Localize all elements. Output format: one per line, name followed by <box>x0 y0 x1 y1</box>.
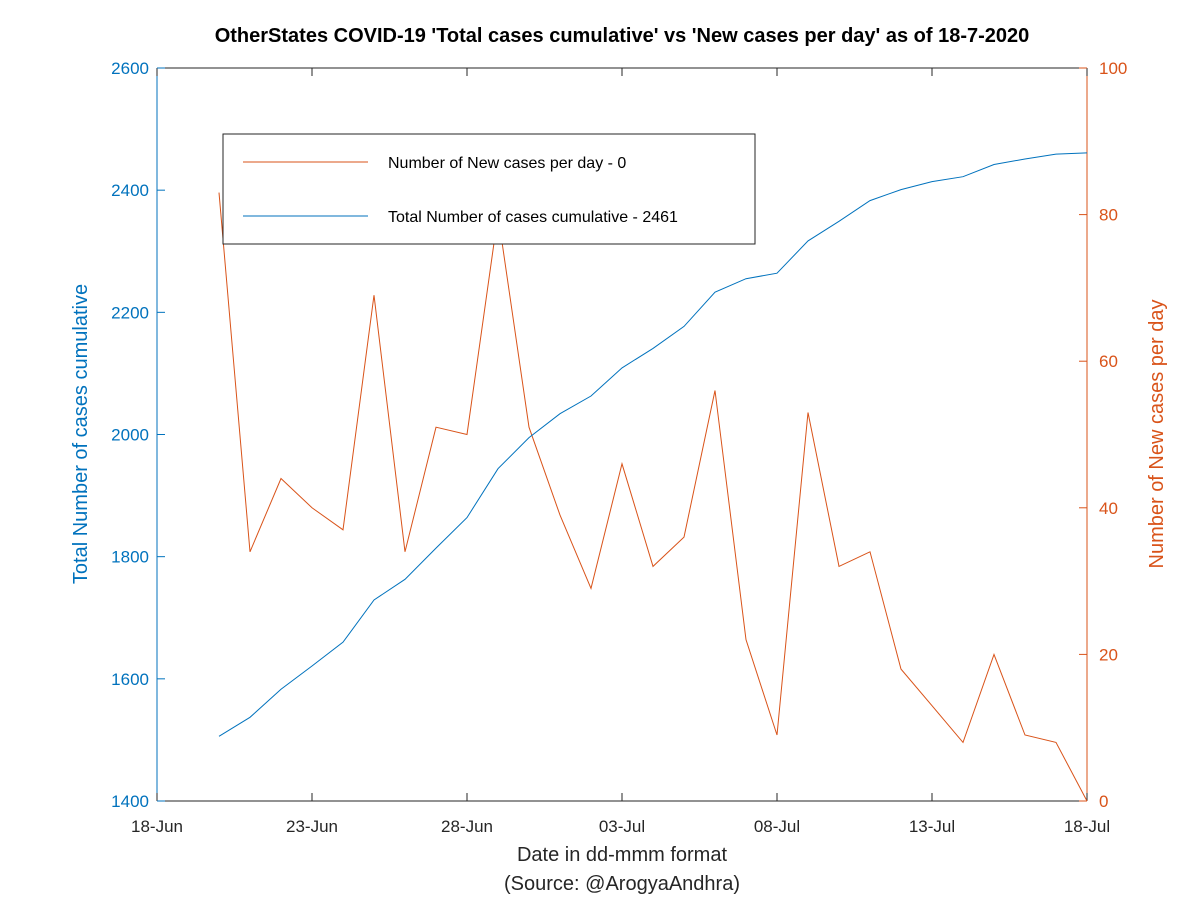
y-left-tick-label: 1800 <box>111 548 149 567</box>
x-tick-label: 23-Jun <box>286 817 338 836</box>
x-tick-label: 03-Jul <box>599 817 645 836</box>
series-line-cumulative <box>218 152 1088 737</box>
y-right-tick-label: 80 <box>1099 206 1118 225</box>
chart-title: OtherStates COVID-19 'Total cases cumula… <box>215 25 1030 47</box>
x-tick-label: 08-Jul <box>754 817 800 836</box>
y-left-tick-label: 2600 <box>111 59 149 78</box>
y-left-tick-label: 1600 <box>111 670 149 689</box>
y-left-ticks: 1400 1600 1800 2000 2200 2400 2600 <box>111 59 165 811</box>
legend-entry-new-cases: Number of New cases per day - 0 <box>388 155 626 172</box>
y-right-ticks: 0 20 40 60 80 100 <box>1079 59 1127 811</box>
x-tick-label: 18-Jun <box>131 817 183 836</box>
y-right-tick-label: 0 <box>1099 792 1108 811</box>
y-left-axis-label: Total Number of cases cumulative <box>70 284 92 584</box>
x-ticks: 18-Jun 23-Jun 28-Jun 03-Jul 08-Jul 13-Jul 18-J… <box>131 68 1110 836</box>
x-axis-source: (Source: @ArogyaAndhra) <box>504 873 740 895</box>
y-right-tick-label: 20 <box>1099 645 1118 664</box>
y-left-tick-label: 1400 <box>111 792 149 811</box>
x-tick-label: 28-Jun <box>441 817 493 836</box>
y-right-tick-label: 60 <box>1099 352 1118 371</box>
y-left-tick-label: 2400 <box>111 181 149 200</box>
x-axis-label: Date in dd-mmm format <box>517 844 727 866</box>
y-right-axis-label: Number of New cases per day <box>1146 299 1168 568</box>
x-tick-label: 13-Jul <box>909 817 955 836</box>
series-line-new-cases <box>218 192 1088 802</box>
legend: Number of New cases per day - 0 Total Nu… <box>222 133 756 245</box>
x-tick-label: 18-Jul <box>1064 817 1110 836</box>
y-right-tick-label: 100 <box>1099 59 1127 78</box>
legend-entry-cumulative: Total Number of cases cumulative - 2461 <box>388 209 678 226</box>
y-right-tick-label: 40 <box>1099 499 1118 518</box>
y-left-tick-label: 2000 <box>111 426 149 445</box>
legend-box <box>222 133 756 245</box>
series-lines <box>218 152 1088 802</box>
y-left-tick-label: 2200 <box>111 303 149 322</box>
